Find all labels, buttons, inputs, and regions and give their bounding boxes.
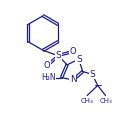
Text: H₂N: H₂N xyxy=(41,73,55,82)
Text: CH₃: CH₃ xyxy=(80,98,93,104)
Text: N: N xyxy=(69,75,76,84)
Text: CH₃: CH₃ xyxy=(98,98,111,104)
Text: S: S xyxy=(55,51,61,60)
Text: S: S xyxy=(75,55,81,64)
Text: S: S xyxy=(88,70,94,79)
Text: O: O xyxy=(69,47,75,56)
Text: O: O xyxy=(43,61,50,70)
